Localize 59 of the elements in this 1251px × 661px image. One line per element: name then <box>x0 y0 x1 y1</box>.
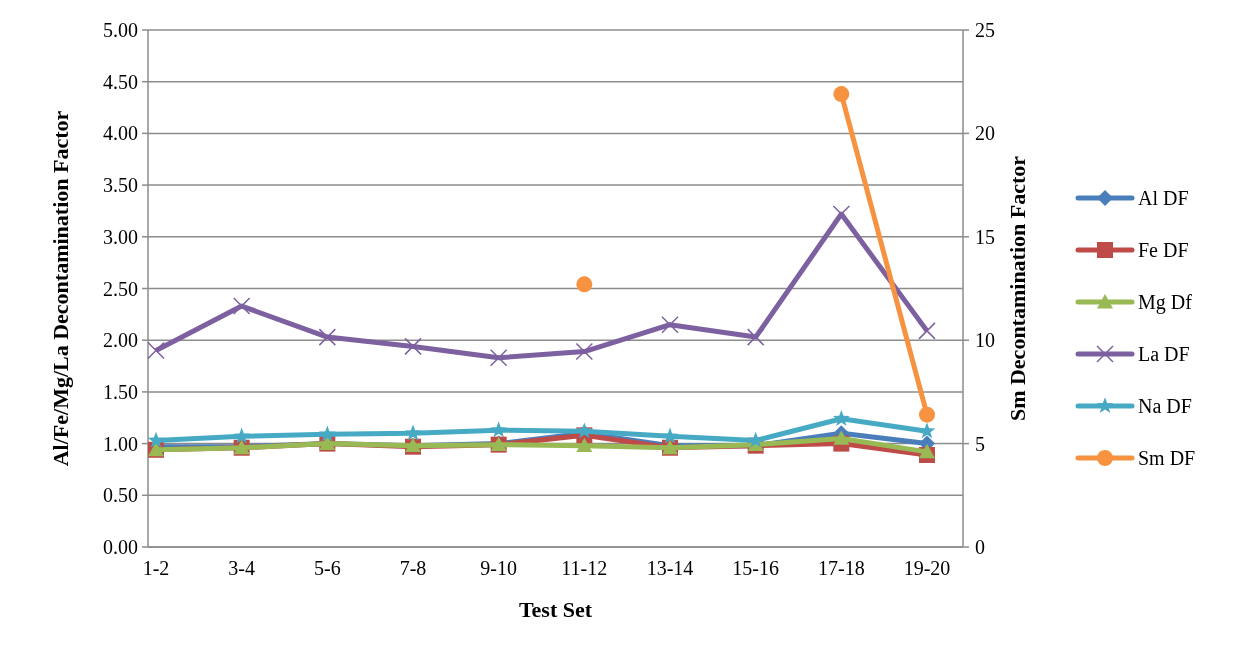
y2-tick-label: 20 <box>975 122 995 145</box>
point <box>576 276 593 293</box>
point <box>489 349 508 367</box>
point <box>576 437 593 453</box>
x-tick-label: 3-4 <box>228 557 255 579</box>
legend-label: La DF <box>1138 343 1190 365</box>
y-tick-label: 2.50 <box>103 277 138 300</box>
x-tick-label: 17-18 <box>818 557 865 579</box>
y-tick-label: 1.50 <box>103 380 138 403</box>
point <box>404 424 422 441</box>
point <box>832 205 851 223</box>
y2-tick-label: 0 <box>975 536 985 558</box>
y2-tick-label: 5 <box>975 432 985 455</box>
point <box>661 315 679 334</box>
point <box>147 431 165 448</box>
y-tick-label: 3.50 <box>103 174 138 197</box>
y-axis-title: Al/Fe/Mg/La Decontamination Factor <box>48 110 73 467</box>
point <box>833 430 850 445</box>
point <box>318 328 337 346</box>
y-tick-label: 3.00 <box>103 225 138 248</box>
x-tick-label: 15-16 <box>732 557 779 579</box>
x-tick-label: 5-6 <box>314 557 341 579</box>
y-tick-label: 1.00 <box>103 432 138 455</box>
x-tick-label: 1-2 <box>142 557 170 579</box>
y2-tick-label: 15 <box>975 225 995 248</box>
legend-label: Al DF <box>1138 187 1189 209</box>
y-tick-label: 4.00 <box>103 122 138 145</box>
x-tick-label: 13-14 <box>646 557 694 579</box>
point <box>746 328 765 346</box>
point <box>833 86 850 103</box>
y-tick-label: 0.00 <box>103 536 138 558</box>
point <box>404 337 422 356</box>
y-tick-label: 5.00 <box>103 19 138 41</box>
x-tick-label: 11-12 <box>561 557 608 579</box>
point <box>147 341 165 360</box>
y-tick-label: 4.50 <box>103 70 138 93</box>
legend-label: Mg Df <box>1138 291 1193 314</box>
y-tick-label: 2.00 <box>103 329 138 352</box>
point <box>661 427 679 444</box>
y2-axis-title: Sm Decontamination Factor <box>1005 155 1030 422</box>
legend-label: Sm DF <box>1138 447 1196 469</box>
point <box>232 297 251 315</box>
x-tick-label: 7-8 <box>399 557 427 579</box>
legend-label: Fe DF <box>1138 239 1189 261</box>
y-tick-label: 0.50 <box>103 484 138 507</box>
y2-tick-label: 10 <box>975 329 995 352</box>
point <box>233 427 251 444</box>
point <box>919 443 935 459</box>
point <box>490 421 508 438</box>
point <box>919 406 935 423</box>
point <box>918 322 936 340</box>
point <box>318 425 336 442</box>
x-axis-title: Test Set <box>518 597 593 622</box>
point <box>832 409 850 426</box>
legend-label: Na DF <box>1138 395 1192 417</box>
x-tick-label: 9-10 <box>480 557 517 579</box>
y2-tick-label: 25 <box>975 19 995 41</box>
x-tick-label: 19-20 <box>903 557 951 579</box>
point <box>575 342 594 361</box>
